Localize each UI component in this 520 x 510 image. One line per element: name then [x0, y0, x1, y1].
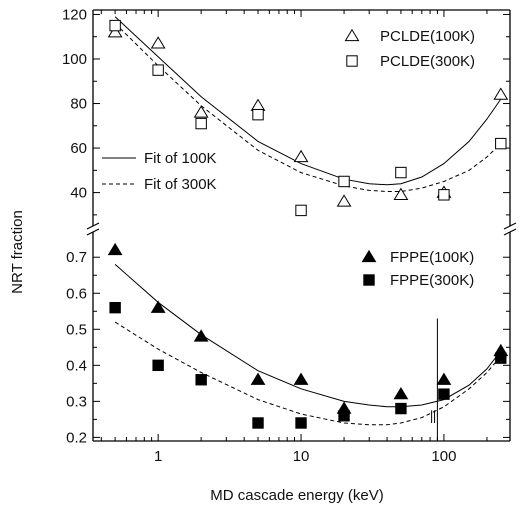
data-point: [338, 410, 350, 422]
data-point: [293, 149, 309, 163]
lower-series-1: [109, 301, 507, 429]
data-point: [436, 372, 452, 385]
upper-fit-dashed-curve: [114, 23, 502, 192]
data-point: [495, 137, 507, 150]
y-tick-label: 0.2: [66, 429, 87, 446]
legend-label: PCLDE(300K): [380, 53, 475, 70]
legend-marker: [346, 55, 358, 67]
lower-fit-solid-curve: [114, 264, 502, 408]
data-point: [493, 87, 509, 100]
axis-break-right-mark: [503, 222, 517, 230]
data-point: [252, 108, 264, 121]
data-point: [295, 417, 307, 429]
data-point: [195, 117, 207, 130]
data-point: [150, 300, 166, 313]
y-tick-label: 100: [62, 51, 87, 68]
y-tick-label: 0.7: [66, 249, 87, 266]
data-point: [152, 64, 164, 76]
lower-fit-dashed-curve: [114, 321, 502, 426]
data-point: [252, 417, 264, 429]
x-tick-label: 100: [431, 448, 456, 465]
axis-break-right-mark: [503, 228, 517, 236]
legend-marker: [344, 28, 360, 42]
data-point: [438, 189, 450, 201]
data-point: [193, 329, 209, 342]
legend-label: PCLDE(100K): [380, 28, 475, 45]
axis-break-left-mark: [86, 222, 100, 230]
y-tick-label: 0.4: [66, 357, 87, 374]
data-point: [393, 386, 409, 400]
y-tick-label: 60: [70, 140, 87, 157]
data-point: [193, 105, 209, 118]
data-point: [107, 242, 123, 256]
data-point: [152, 359, 164, 372]
data-point: [295, 204, 307, 217]
data-point: [495, 352, 507, 364]
upper-fit-solid-curve: [114, 16, 502, 186]
y-axis-title: NRT fraction: [9, 210, 26, 294]
legend-marker: [361, 249, 377, 263]
data-point: [150, 36, 166, 49]
data-point: [109, 301, 121, 314]
y-tick-label: 0.6: [66, 285, 87, 302]
legend-marker: [363, 274, 375, 286]
legend-label: Fit of 100K: [144, 150, 217, 167]
x-tick-label: 10: [293, 448, 310, 465]
x-axis-title: MD cascade energy (keV): [210, 487, 383, 504]
data-point: [438, 388, 450, 400]
lower-series-0: [107, 242, 509, 414]
legend-label: Fit of 300K: [144, 176, 217, 193]
data-point: [338, 175, 350, 188]
upper-series-1: [109, 19, 507, 217]
data-point: [393, 187, 409, 200]
axis-break-left-mark: [86, 228, 100, 236]
legend-label: FPPE(300K): [390, 272, 474, 289]
data-point: [195, 374, 207, 386]
data-point: [250, 372, 266, 385]
x-tick-label: 1: [154, 448, 162, 465]
data-point: [336, 194, 352, 207]
y-tick-label: 120: [62, 6, 87, 23]
y-tick-label: 80: [70, 96, 87, 113]
y-tick-label: 40: [70, 185, 87, 202]
y-tick-label: 0.5: [66, 321, 87, 338]
plot-area: 1 10 100 40 60 80 100 120 0.2 0.3 0.4 0.5 0.6 0.7 PCLD…: [62, 6, 517, 465]
data-point: [395, 402, 407, 415]
legend-label: FPPE(100K): [390, 249, 474, 266]
data-point: [109, 19, 121, 32]
data-point: [250, 98, 266, 111]
y-tick-label: 0.3: [66, 393, 87, 410]
data-point: [395, 166, 407, 179]
data-point: [107, 25, 123, 38]
data-point: [293, 372, 309, 385]
